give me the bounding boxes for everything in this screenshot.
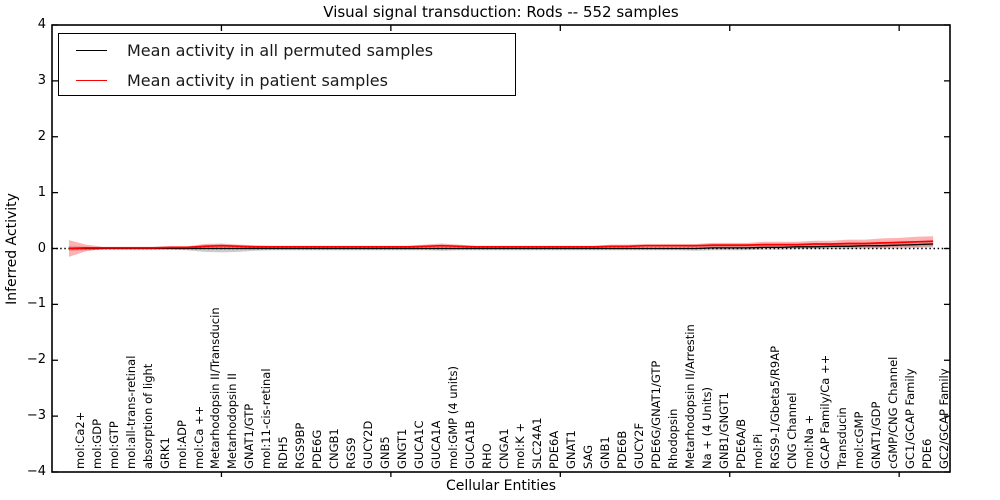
x-category-label: SLC24A1 [530,417,545,469]
x-category-label: GC2/GCAP Family [937,368,952,469]
x-category-label: PDE6 [920,438,935,469]
legend-box: Mean activity in all permuted samples Me… [58,33,516,96]
x-category-label: cGMP/CNG Channel [886,356,901,469]
x-category-label: Transducin [835,407,850,469]
x-category-label: mol:Pi [750,433,765,469]
x-category-label: PDE6G/GNAT1/GTP [649,360,664,469]
x-category-label: RGS9BP [293,422,308,469]
y-tick-label: 4 [37,17,46,33]
x-category-label: mol:Na + [801,414,816,469]
x-category-label: mol:K + [513,422,528,469]
x-category-label: Metarhodopsin II [225,373,240,469]
x-category-label: GNAT1 [564,430,579,469]
y-tick-label: −3 [26,408,46,424]
x-category-label: GUCA1C [411,420,426,469]
legend-label-permuted: Mean activity in all permuted samples [127,40,434,60]
series-line-0 [68,243,934,250]
series-line-1 [68,240,934,250]
y-tick-label: 2 [37,128,46,144]
x-category-label: RDH5 [276,436,291,469]
x-category-label: RHO [479,443,494,469]
x-category-label: GRK1 [157,437,172,469]
x-category-label: GNB5 [377,436,392,469]
x-category-label: mol:all-trans-retinal [123,355,138,469]
x-category-label: CNGA1 [496,428,511,469]
x-category-label: GNB1/GNGT1 [716,392,731,469]
y-tick-label: −2 [26,352,46,368]
x-category-label: GUCY2F [632,422,647,469]
x-category-label: GC1/GCAP Family [903,368,918,469]
chart-title: Visual signal transduction: Rods -- 552 … [323,3,679,21]
y-tick-label: −1 [26,296,46,312]
x-category-label: Metarhodopsin II/Transducin [208,307,223,469]
x-category-label: Rhodopsin [665,408,680,469]
permuted-line-swatch [76,49,107,51]
x-category-label: CNGB1 [327,428,342,469]
x-category-label: RGS9 [344,437,359,469]
y-tick-label: 1 [37,184,46,200]
x-category-label: PDE6B [615,430,630,469]
x-category-label: RGS9-1/Gbeta5/R9AP [767,345,782,469]
x-category-label: SAG [581,444,596,469]
x-category-label: mol:ADP [174,420,189,469]
x-category-label: PDE6A/B [733,418,748,469]
x-category-label: CNG Channel [784,392,799,469]
legend-item-patient: Mean activity in patient samples [59,66,515,94]
y-tick-label: −4 [26,464,46,480]
legend-item-permuted: Mean activity in all permuted samples [59,36,515,64]
x-category-label: mol:GMP (4 units) [445,366,460,469]
x-category-label: mol:GTP [106,421,121,469]
x-category-label: PDE6G [310,429,325,469]
x-category-label: GNAT1/GTP [242,403,257,469]
x-category-label: mol:Ca ++ [191,405,206,469]
x-category-label: PDE6A [547,430,562,469]
x-category-label: GNB1 [598,436,613,469]
series-band-0 [68,240,934,253]
x-category-label: Metarhodopsin II/Arrestin [682,324,697,469]
x-category-label: GUCY2D [360,420,375,469]
x-category-label: mol:Ca2+ [72,411,87,469]
x-category-label: mol:cGMP [852,411,867,469]
x-category-label: Na + (4 Units) [699,387,714,469]
x-category-label: mol:11-cis-retinal [259,368,274,469]
x-category-label: absorption of light [140,363,155,469]
y-tick-label: 3 [37,73,46,89]
y-tick-label: 0 [37,240,46,256]
x-category-label: GNGT1 [394,428,409,469]
x-category-label: GUCA1B [462,420,477,469]
x-category-label: GCAP Family/Ca ++ [818,354,833,469]
patient-line-swatch [76,79,107,81]
x-category-label: GUCA1A [428,420,443,469]
x-category-label: mol:GDP [89,418,104,469]
x-axis-label: Cellular Entities [445,478,557,494]
legend-label-patient: Mean activity in patient samples [127,70,388,90]
x-category-label: GNAT1/GDP [869,401,884,469]
